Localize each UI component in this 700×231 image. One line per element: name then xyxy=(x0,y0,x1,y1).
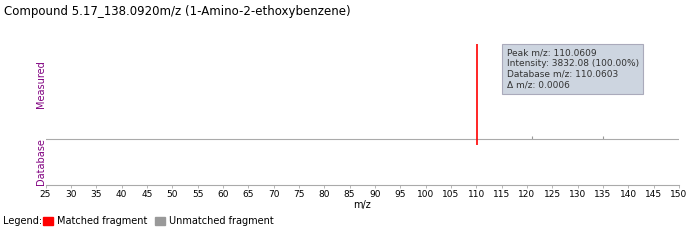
Legend: Matched fragment, Unmatched fragment: Matched fragment, Unmatched fragment xyxy=(43,216,274,226)
Text: Peak m/z: 110.0609
Intensity: 3832.08 (100.00%)
Database m/z: 110.0603
Δ m/z: 0.: Peak m/z: 110.0609 Intensity: 3832.08 (1… xyxy=(507,49,639,89)
X-axis label: m/z: m/z xyxy=(354,200,371,210)
Y-axis label: Measured: Measured xyxy=(36,61,46,108)
Y-axis label: Database: Database xyxy=(36,138,46,185)
Text: Compound 5.17_138.0920m/z (1-Amino-2-ethoxybenzene): Compound 5.17_138.0920m/z (1-Amino-2-eth… xyxy=(4,5,350,18)
Text: Legend:: Legend: xyxy=(4,216,43,226)
